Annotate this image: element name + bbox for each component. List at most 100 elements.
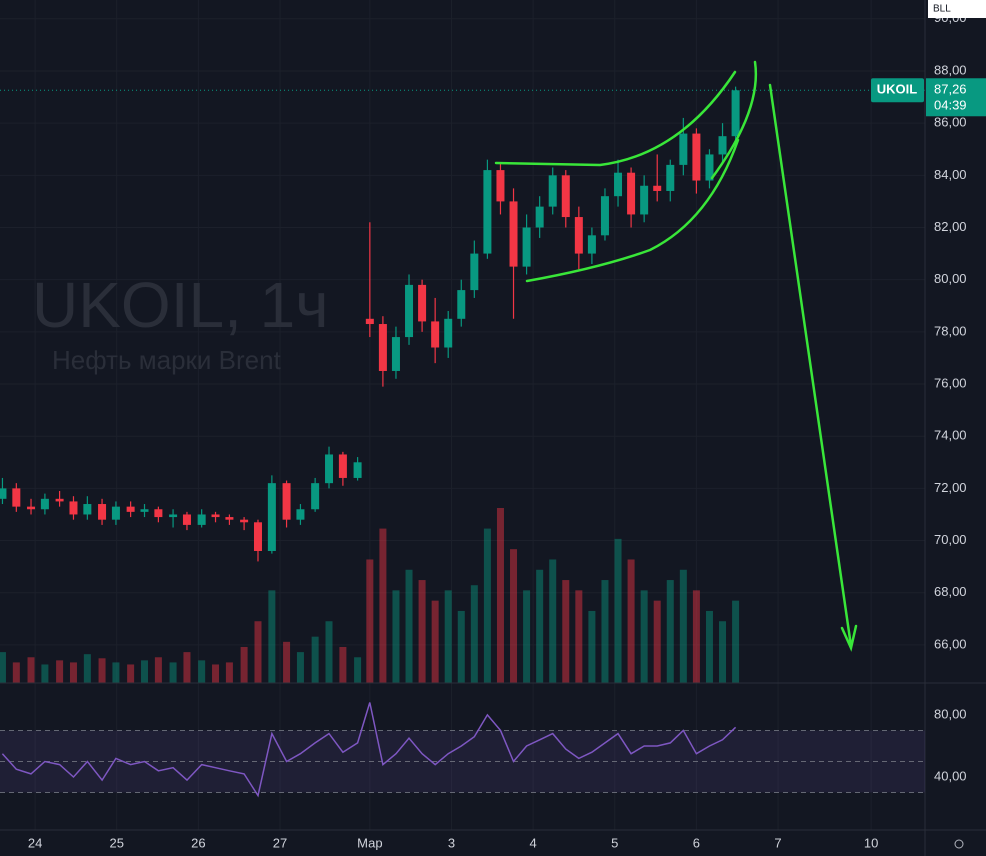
- candle-body: [225, 517, 234, 520]
- arrow-head: [840, 624, 858, 652]
- candle-body: [731, 90, 740, 137]
- settings-icon[interactable]: [954, 839, 964, 849]
- y-tick-label: 76,00: [934, 375, 967, 390]
- y-tick-label: 80,00: [934, 271, 967, 286]
- x-tick-label: 3: [448, 835, 455, 850]
- x-tick-label: Мар: [357, 835, 382, 850]
- y-tick-label: 78,00: [934, 323, 967, 338]
- y-tick-label: 88,00: [934, 62, 967, 77]
- candle-body: [69, 501, 78, 515]
- candle-body: [140, 509, 149, 512]
- volume-layer: [0, 508, 740, 683]
- volume-bar: [283, 641, 291, 683]
- volume-bar: [536, 569, 544, 683]
- volume-bar: [732, 600, 740, 683]
- volume-bar: [127, 664, 135, 683]
- volume-bar: [601, 580, 609, 683]
- volume-bar: [169, 662, 177, 683]
- volume-bar: [588, 610, 596, 683]
- volume-bar: [705, 610, 713, 683]
- candle-body: [718, 136, 727, 155]
- candle-body: [692, 133, 701, 181]
- candle-body: [509, 201, 518, 267]
- candle-body: [154, 509, 163, 518]
- ticker-box: [871, 78, 924, 103]
- candle-body: [353, 462, 362, 478]
- volume-bar: [311, 636, 319, 683]
- candle-body: [253, 522, 262, 551]
- candle-body: [600, 196, 609, 236]
- volume-bar: [366, 559, 374, 683]
- candle-body: [627, 172, 636, 215]
- candle-body: [574, 217, 583, 254]
- x-tick-label: 6: [693, 835, 700, 850]
- volume-bar: [12, 662, 20, 683]
- rsi-line: [1, 702, 737, 798]
- candle-body: [365, 318, 374, 325]
- y-tick-label: 72,00: [934, 480, 967, 495]
- grid: [0, 0, 925, 830]
- volume-bar: [325, 621, 333, 683]
- candle-body: [325, 454, 334, 484]
- volume-bar: [549, 559, 557, 683]
- volume-bar: [523, 590, 531, 683]
- candle-body: [40, 498, 49, 510]
- rsi-layer: [0, 702, 925, 798]
- candle-body: [483, 170, 492, 254]
- symbol: BLL: [933, 4, 951, 15]
- candle-body: [561, 175, 570, 218]
- volume-bar: [562, 580, 570, 683]
- volume-bar: [444, 590, 452, 683]
- candle-body: [653, 185, 662, 191]
- lower-curve: [525, 138, 740, 283]
- volume-bar: [339, 646, 347, 683]
- last-price-label: 87,26: [934, 82, 967, 97]
- watermark-subtitle: Нефть марки Brent: [52, 345, 282, 375]
- candle-body: [12, 488, 21, 507]
- volume-bar: [83, 654, 91, 683]
- y-tick-label: 74,00: [934, 428, 967, 443]
- candle-body: [431, 321, 440, 348]
- candle-body: [55, 498, 64, 502]
- volume-bar: [212, 664, 220, 683]
- y-tick-label: 82,00: [934, 219, 967, 234]
- candle-body: [197, 514, 206, 525]
- volume-bar: [614, 538, 622, 683]
- candle-body: [111, 506, 120, 520]
- candle-body: [444, 318, 453, 348]
- candle-body: [240, 519, 249, 523]
- volume-bar: [575, 590, 583, 683]
- volume-bar: [666, 580, 674, 683]
- candle-body: [27, 506, 36, 510]
- candle-body: [418, 284, 427, 322]
- volume-bar: [457, 610, 465, 683]
- volume-bar: [183, 652, 191, 683]
- volume-bar: [154, 657, 162, 683]
- volume-bar: [98, 658, 106, 683]
- candle-body: [496, 170, 505, 202]
- watermark: UKOIL, 1ч: [32, 269, 329, 341]
- x-tick-label: 27: [273, 835, 287, 850]
- price-box: [926, 78, 986, 117]
- volume-bar: [296, 652, 304, 683]
- candle-body: [98, 504, 107, 520]
- x-tick-label: 25: [110, 835, 124, 850]
- volume-bar: [483, 528, 491, 683]
- countdown-label: 04:39: [934, 98, 967, 113]
- candle-body: [535, 206, 544, 228]
- candle-body: [705, 154, 714, 181]
- candle-body: [338, 454, 347, 478]
- y-tick-label: 86,00: [934, 115, 967, 130]
- candle-body: [311, 483, 320, 510]
- volume-bar: [379, 528, 387, 683]
- candle-body: [296, 509, 305, 520]
- candle-body: [522, 227, 531, 267]
- symbol-box: [928, 0, 986, 18]
- y-tick-label: 66,00: [934, 636, 967, 651]
- volume-bar: [496, 508, 504, 683]
- y-tick-label: 70,00: [934, 532, 967, 547]
- volume-bar: [354, 657, 362, 683]
- volume-bar: [679, 569, 687, 683]
